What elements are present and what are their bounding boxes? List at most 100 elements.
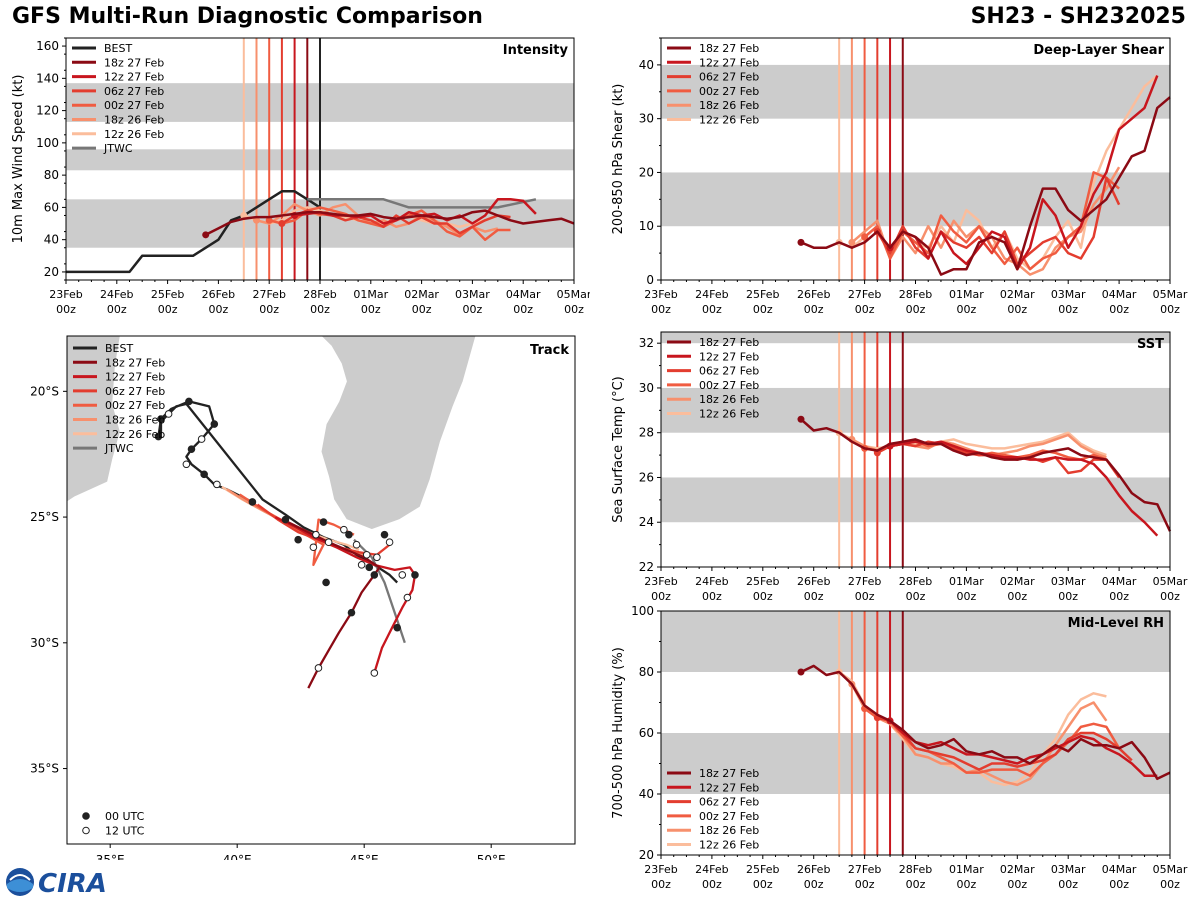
x-tick-label-date: 23Feb: [49, 288, 82, 301]
series-12z-27-feb: [294, 198, 537, 225]
lon-tick-label: 40°E: [223, 853, 252, 860]
y-tick-label: 100: [36, 136, 59, 150]
x-tick-label-date: 05Mar: [557, 288, 590, 301]
shear-chart: 0 10 20 30 40 23Feb 00z 24Feb 00z 25Feb 00z 26Feb 00…: [611, 37, 1188, 316]
x-tick-label-time: 00z: [906, 590, 926, 603]
x-tick-label-date: 25Feb: [746, 575, 779, 588]
lat-tick-label: 30°S: [30, 636, 59, 650]
x-tick-label-date: 26Feb: [797, 863, 830, 876]
storm-id-title: SH23 - SH232025: [970, 4, 1186, 29]
x-tick-label-time: 00z: [513, 303, 533, 316]
lat-tick-label: 35°S: [30, 762, 59, 776]
obs-point-12utc: [314, 664, 323, 672]
obs-point-12utc: [164, 410, 173, 418]
x-tick-label-date: 27Feb: [848, 863, 881, 876]
series-18z-26-feb: [256, 202, 499, 237]
x-tick-label-date: 02Mar: [1000, 288, 1035, 301]
y-tick-label: 120: [36, 104, 59, 118]
x-tick-label-date: 26Feb: [797, 288, 830, 301]
x-tick-label-time: 00z: [361, 303, 381, 316]
x-tick-label-time: 00z: [463, 303, 483, 316]
legend-label-06z-27-feb: 06z 27 Feb: [699, 71, 759, 84]
band-0: [661, 477, 1170, 523]
lon-tick-label: 45°E: [350, 853, 379, 860]
legend-label-12z-26-feb: 12z 26 Feb: [699, 408, 759, 421]
y-tick-label: 100: [631, 605, 654, 618]
x-tick-label-time: 00z: [702, 590, 722, 603]
x-tick-label-time: 00z: [1058, 590, 1078, 603]
obs-point-00utc: [200, 470, 208, 479]
obs-point-00utc: [294, 535, 302, 544]
x-tick-label-date: 03Mar: [455, 288, 490, 301]
obs-point-12utc: [373, 553, 381, 562]
obs-point-00utc: [185, 397, 193, 406]
x-tick-label-time: 00z: [209, 303, 229, 316]
legend-label-00z-27-feb: 00z 27 Feb: [105, 399, 165, 412]
x-tick-label-time: 00z: [1109, 878, 1129, 891]
legend-label-18z-27-feb: 18z 27 Feb: [699, 336, 759, 349]
x-tick-label-date: 28Feb: [899, 863, 932, 876]
obs-point-00utc: [411, 571, 419, 579]
x-tick-label-date: 04Mar: [1102, 575, 1137, 588]
y-tick-label: 24: [639, 515, 654, 529]
x-tick-label-time: 00z: [855, 590, 875, 603]
x-tick-label-date: 25Feb: [746, 863, 779, 876]
x-tick-label-time: 00z: [412, 303, 432, 316]
legend-label-12z-26-feb: 12z 26 Feb: [699, 839, 759, 852]
y-tick-label: 30: [639, 112, 654, 126]
band-1: [661, 387, 1170, 433]
obs-point-12utc: [403, 593, 412, 602]
obs-point-00utc: [187, 445, 196, 453]
x-tick-label-date: 25Feb: [151, 288, 184, 301]
x-tick-label-time: 00z: [1058, 878, 1078, 891]
x-tick-label-date: 23Feb: [644, 288, 677, 301]
y-tick-label: 26: [639, 470, 654, 484]
x-tick-label-time: 00z: [753, 590, 773, 603]
y-tick-label: 22: [639, 560, 654, 574]
series-start-18z-27-feb: [797, 238, 805, 246]
cira-logo-text: CIRA: [38, 869, 107, 898]
x-tick-label-date: 03Mar: [1051, 288, 1086, 301]
legend-label-18z-27-feb: 18z 27 Feb: [699, 42, 759, 55]
series-start-06z-27-feb: [278, 220, 286, 228]
legend-label-best: BEST: [104, 42, 132, 55]
series-18z-27-feb: [205, 209, 575, 236]
band-2: [661, 332, 1170, 344]
page-title: GFS Multi-Run Diagnostic Comparison: [12, 4, 483, 29]
x-tick-label-time: 00z: [702, 878, 722, 891]
legend-label-06z-27-feb: 06z 27 Feb: [104, 85, 164, 98]
x-tick-label-date: 26Feb: [797, 575, 830, 588]
legend-label-06z-27-feb: 06z 27 Feb: [105, 385, 165, 398]
obs-point-00utc: [322, 578, 330, 587]
x-tick-label-date: 05Mar: [1153, 863, 1188, 876]
legend-marker-12utc: [82, 826, 90, 835]
x-tick-label-time: 00z: [957, 303, 977, 316]
cira-logo: CIRA: [4, 866, 114, 899]
legend-label-18z-26-feb: 18z 26 Feb: [105, 414, 165, 427]
x-tick-label-date: 26Feb: [202, 288, 235, 301]
intensity-chart: 20 40 60 80 100 120 140 160 23Feb 00z 24Feb 00z 25Fe…: [11, 37, 590, 316]
x-tick-label-date: 04Mar: [1102, 863, 1137, 876]
y-tick-label: 30: [639, 381, 654, 395]
legend-label-12z-26-feb: 12z 26 Feb: [104, 128, 164, 141]
series-start-18z-27-feb: [797, 415, 805, 423]
obs-point-00utc: [281, 515, 290, 524]
chart-title: Intensity: [503, 43, 569, 58]
track-12z-27-feb: [274, 516, 417, 674]
x-tick-label-date: 25Feb: [746, 288, 779, 301]
series-18z-27-feb: [800, 96, 1171, 276]
y-tick-label: 20: [639, 848, 654, 862]
legend-marker-label: 12 UTC: [105, 825, 145, 838]
x-tick-label-date: 02Mar: [1000, 575, 1035, 588]
legend-label-18z-26-feb: 18z 26 Feb: [699, 99, 759, 112]
x-tick-label-time: 00z: [1109, 590, 1129, 603]
x-tick-label-time: 00z: [107, 303, 127, 316]
x-tick-label-time: 00z: [753, 303, 773, 316]
obs-point-00utc: [319, 518, 328, 526]
x-tick-label-date: 24Feb: [695, 575, 728, 588]
band-1: [661, 64, 1170, 119]
series-18z-27-feb: [800, 664, 1171, 781]
x-tick-label-time: 00z: [906, 878, 926, 891]
series-06z-27-feb: [876, 176, 1121, 266]
x-tick-label-date: 05Mar: [1153, 575, 1188, 588]
